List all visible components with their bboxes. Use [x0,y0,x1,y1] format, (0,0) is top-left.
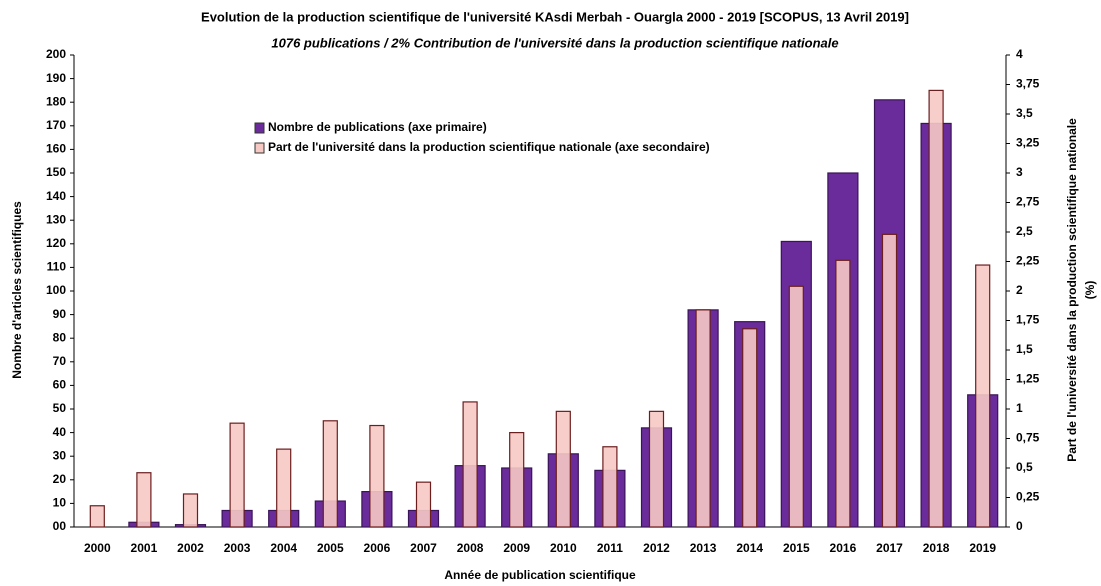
y2-tick-label: 1 [1016,401,1023,415]
y2-tick-label: 1,5 [1016,342,1033,356]
y-tick-label: 50 [53,401,67,415]
y2-tick-label: 3,75 [1016,77,1040,91]
legend-swatch [254,122,265,134]
bar [136,472,152,528]
x-tick-label: 2013 [690,541,717,555]
y2-tick-label: 3,25 [1016,136,1040,150]
bar [975,264,991,528]
bar [415,481,432,528]
y-tick-label: 10 [53,496,67,510]
y-tick-label: 190 [46,71,66,85]
x-tick-label: 2010 [550,541,577,555]
x-tick-label: 2007 [410,541,437,555]
legend-label: Part de l'université dans la production … [268,140,710,154]
bar [742,328,758,528]
y2-axis-label: (%) [1083,281,1097,300]
y-tick-label: 100 [46,283,66,297]
bar [369,424,385,528]
y-tick-label: 170 [46,118,66,132]
legend-label: Nombre de publications (axe primaire) [268,120,487,134]
bar [881,233,898,528]
y2-tick-label: 2,75 [1016,195,1040,209]
x-axis-label: Année de publication scientifique [444,568,636,582]
chart-title: Evolution de la production scientifique … [201,9,909,24]
chart-subtitle: 1076 publications / 2% Contribution de l… [271,35,838,50]
y2-tick-label: 3 [1016,165,1023,179]
x-tick-label: 2019 [969,541,996,555]
x-tick-label: 2003 [224,541,251,555]
y2-tick-label: 2,25 [1016,254,1040,268]
x-tick-label: 2017 [876,541,903,555]
y-tick-label: 20 [53,472,67,486]
y2-tick-label: 1,75 [1016,313,1040,327]
y2-tick-label: 1,25 [1016,372,1040,386]
bar [322,420,338,528]
y-tick-label: 200 [46,47,66,61]
y-tick-label: 30 [53,448,67,462]
x-tick-label: 2000 [84,541,111,555]
y-tick-label: 40 [53,425,67,439]
bar [276,448,292,528]
y-tick-label: 110 [47,260,67,274]
bar [695,309,711,528]
x-tick-label: 2011 [597,541,623,555]
y-tick-label: 150 [46,165,66,179]
y2-tick-label: 4 [1016,47,1023,61]
bar [555,410,571,528]
y2-tick-label: 2,5 [1016,224,1033,238]
x-tick-label: 2016 [830,541,857,555]
y-tick-label: 130 [46,212,66,226]
x-tick-label: 2002 [177,541,204,555]
x-tick-label: 2004 [270,541,297,555]
bar [788,285,804,528]
x-tick-label: 2005 [317,541,344,555]
y-tick-label: 80 [53,330,67,344]
y-tick-label: 160 [46,142,66,156]
x-tick-label: 2014 [736,541,763,555]
bar [928,89,944,528]
x-tick-label: 2018 [923,541,950,555]
y-tick-label: 140 [46,189,66,203]
y2-tick-label: 0,25 [1016,490,1040,504]
y2-tick-label: 0,5 [1016,460,1033,474]
x-tick-label: 2012 [643,541,670,555]
y2-tick-label: 0,75 [1016,431,1040,445]
x-tick-label: 2015 [783,541,810,555]
y2-axis-label: Part de l'université dans la production … [1065,118,1079,462]
bar [229,422,245,528]
bar [509,432,525,528]
x-tick-label: 2008 [457,541,484,555]
y2-tick-label: 3,5 [1016,106,1033,120]
y-tick-label: 70 [53,354,67,368]
bar [182,493,199,528]
x-tick-label: 2001 [131,541,158,555]
bar [648,410,665,528]
legend-swatch [254,142,265,154]
y2-tick-label: 2 [1016,283,1023,297]
x-tick-label: 2009 [503,541,530,555]
y-tick-label: 00 [53,519,67,533]
bar [462,401,478,528]
bar [89,505,105,528]
y-axis-label: Nombre d'articles scientifiques [10,201,24,379]
bar [835,259,851,528]
bar [602,446,618,528]
x-tick-label: 2006 [364,541,391,555]
y2-tick-label: 0 [1016,519,1023,533]
y-tick-label: 180 [46,94,66,108]
y-tick-label: 90 [53,307,67,321]
y-tick-label: 60 [53,378,67,392]
y-tick-label: 120 [46,236,66,250]
